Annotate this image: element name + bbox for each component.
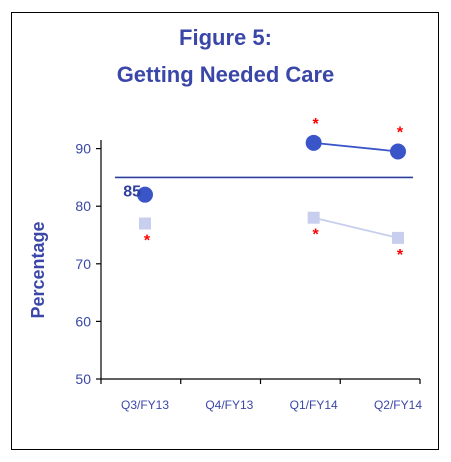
significance-marker: *: [397, 124, 404, 141]
significance-marker: *: [313, 227, 320, 244]
x-tick-label: Q3/FY13: [121, 398, 169, 412]
chart-title-line2: Getting Needed Care: [116, 62, 335, 87]
y-tick-label: 90: [75, 141, 91, 157]
y-tick-label: 70: [75, 256, 91, 272]
data-point: [305, 134, 322, 151]
data-point: [391, 231, 404, 244]
y-tick-label: 60: [75, 313, 91, 329]
significance-marker: *: [397, 247, 404, 264]
x-tick-label: Q1/FY14: [290, 398, 338, 412]
significance-marker: *: [144, 232, 151, 249]
data-point: [137, 186, 153, 203]
data-point: [389, 143, 406, 160]
data-point: [307, 211, 320, 224]
y-axis-label: Percentage: [28, 221, 48, 318]
series-line: [313, 141, 399, 153]
significance-marker: *: [313, 116, 320, 133]
series-line: [313, 216, 399, 239]
benchmark-value-label: 85: [123, 184, 141, 201]
y-tick-label: 50: [75, 371, 91, 387]
chart-title-line1: Figure 5:: [179, 25, 272, 50]
chart-marks: 50 60 70 80 90 Q3/FY13 Q4/FY13 Q1/FY14 Q2/FY14 * *…: [75, 116, 422, 412]
x-tick-label: Q2/FY14: [374, 398, 422, 412]
x-tick-label: Q4/FY13: [205, 398, 253, 412]
data-point: [139, 217, 151, 230]
y-tick-label: 80: [75, 198, 91, 214]
